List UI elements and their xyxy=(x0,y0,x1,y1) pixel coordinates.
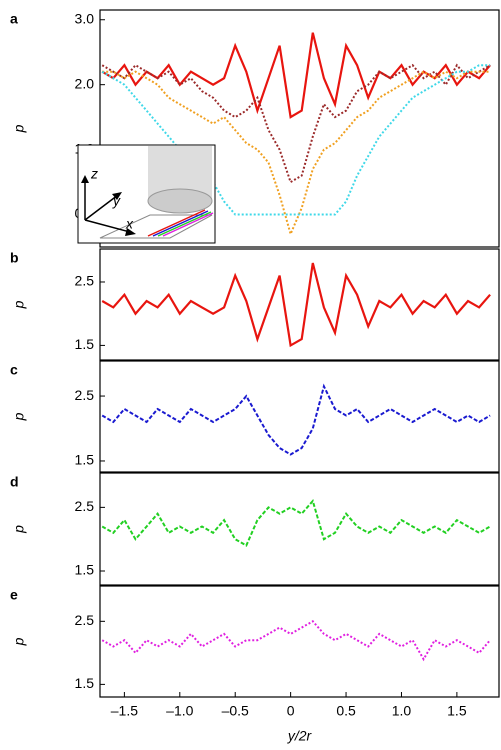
inset-label: x xyxy=(125,216,134,232)
y-tick-label: 2.5 xyxy=(75,498,95,514)
y-tick-label: 2.5 xyxy=(75,612,95,628)
inset-line xyxy=(162,212,214,237)
plane xyxy=(99,214,213,239)
y-tick-label: 1.5 xyxy=(75,562,95,578)
x-axis-label: y/2r xyxy=(287,728,313,744)
panel-frame xyxy=(99,585,500,698)
panel-frame xyxy=(99,9,500,248)
inset-line xyxy=(157,211,212,237)
series-line xyxy=(101,64,491,216)
series-line xyxy=(101,620,491,662)
y-tick-label: 3.0 xyxy=(75,10,95,26)
series-line xyxy=(101,383,491,456)
panel-label: c xyxy=(10,362,18,378)
inset-label: y xyxy=(112,193,121,209)
panel-label: b xyxy=(10,250,19,266)
x-tick-label: 0 xyxy=(287,703,295,719)
x-tick-label: 1.0 xyxy=(392,703,412,719)
series-line xyxy=(101,262,491,348)
x-arrow xyxy=(84,219,131,233)
inset-line xyxy=(147,209,206,237)
y-axis-label: p xyxy=(11,525,27,534)
arrow-head xyxy=(125,228,136,236)
y-tick-label: 1.5 xyxy=(75,675,95,691)
series-line xyxy=(101,32,491,119)
panel-frame xyxy=(99,360,500,473)
y-tick-label: 1.5 xyxy=(75,452,95,468)
panel-label: e xyxy=(10,587,18,603)
y-axis-label: p xyxy=(11,637,27,646)
y-axis-label: p xyxy=(11,124,27,133)
x-tick-label: 0.5 xyxy=(336,703,356,719)
y-arrow xyxy=(84,194,119,221)
y-axis-label: p xyxy=(11,300,27,309)
x-tick-label: 1.5 xyxy=(447,703,467,719)
series-line xyxy=(102,70,491,237)
y-tick-label: 2.5 xyxy=(75,387,95,403)
y-axis-label: p xyxy=(11,412,27,421)
inset-label: z xyxy=(90,166,98,182)
series-line xyxy=(101,498,491,547)
inset-diagram: z y x xyxy=(77,144,216,244)
panel-label: a xyxy=(10,11,18,27)
y-tick-label: 2.0 xyxy=(75,75,95,91)
x-tick-label: –0.5 xyxy=(222,703,249,719)
panel-frame xyxy=(99,472,500,586)
arrow-head xyxy=(81,175,89,183)
inset-line xyxy=(152,210,209,237)
x-tick-label: –1.0 xyxy=(166,703,193,719)
y-tick-label: 1.5 xyxy=(75,336,95,352)
panel-label: d xyxy=(10,474,19,490)
panel-frame xyxy=(99,248,500,361)
cylinder-base xyxy=(147,188,213,214)
y-tick-label: 2.5 xyxy=(75,273,95,289)
x-tick-label: –1.5 xyxy=(111,703,138,719)
arrow-head xyxy=(112,192,122,200)
